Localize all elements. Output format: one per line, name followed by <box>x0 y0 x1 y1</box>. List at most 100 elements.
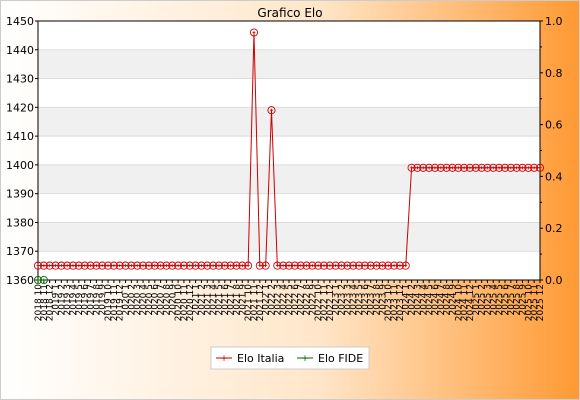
data-point-cross <box>176 264 180 268</box>
legend-marker-elo-fide: + <box>301 354 309 364</box>
x-tick-label: 2021 1 <box>192 284 202 316</box>
x-tick-label: 2021 6 <box>221 284 231 316</box>
x-tick-label: 2022 10 <box>314 284 324 321</box>
data-point-cross <box>234 264 238 268</box>
data-point <box>255 261 264 270</box>
data-point-cross <box>170 264 174 268</box>
y-tick-label: 1420 <box>6 101 34 114</box>
data-point-cross <box>141 264 145 268</box>
data-point <box>39 275 48 285</box>
data-point <box>109 261 118 270</box>
data-point-cross <box>538 166 542 170</box>
x-tick-label: 2020 1 <box>122 284 132 316</box>
data-point <box>366 261 375 270</box>
data-point-cross <box>386 264 390 268</box>
data-point <box>337 261 346 270</box>
data-point-cross <box>299 264 303 268</box>
data-point <box>150 261 159 270</box>
data-point <box>419 163 428 172</box>
data-point <box>471 163 480 172</box>
data-point <box>51 261 60 270</box>
x-tick-label: 2020 10 <box>174 284 184 321</box>
data-point-cross <box>205 264 209 268</box>
data-point <box>174 261 183 270</box>
x-tick-label: 2023 6 <box>361 284 371 316</box>
x-tick-label: 2021 2 <box>197 284 207 316</box>
data-point <box>33 261 43 270</box>
x-tick-label: 2024 6 <box>431 284 441 316</box>
data-point <box>454 163 463 172</box>
y2-tick-label: 0.8 <box>545 67 563 80</box>
data-point <box>63 261 72 270</box>
x-tick-label: 2021 11 <box>250 284 260 321</box>
plot-bands <box>38 21 540 280</box>
data-point-cross <box>392 264 396 268</box>
y-tick-label: 1440 <box>6 44 34 57</box>
data-point <box>80 261 89 270</box>
legend-label-elo-italia: Elo Italia <box>237 352 284 365</box>
data-point-cross <box>380 264 384 268</box>
data-point <box>407 163 416 172</box>
data-point-cross <box>42 278 46 282</box>
y-tick-label: 1430 <box>6 73 34 86</box>
y-axis-left: 1360 1370 1380 1390 1400 1410 1420 1430 1440 1450 <box>6 15 38 287</box>
data-point <box>232 261 241 270</box>
x-tick-label: 2022 9 <box>308 284 318 316</box>
x-tick-label: 2025 3 <box>483 284 493 316</box>
x-tick-label: 2021 3 <box>203 284 213 316</box>
series-elo-italia <box>33 28 545 270</box>
data-point-cross <box>322 264 326 268</box>
x-tick-label: 2021 12 <box>256 284 266 321</box>
data-point-cross <box>509 166 513 170</box>
x-tick-label: 2020 7 <box>157 284 167 316</box>
x-tick-label: 2023 10 <box>384 284 394 321</box>
data-point-cross <box>83 264 87 268</box>
data-point <box>442 163 451 172</box>
data-point <box>372 261 381 270</box>
data-point <box>209 261 218 270</box>
legend: + Elo Italia + Elo FIDE <box>210 346 370 370</box>
data-point <box>39 261 48 270</box>
data-point-cross <box>345 264 349 268</box>
y2-tick-label: 0.4 <box>545 170 563 183</box>
x-tick-label: 2023 9 <box>378 284 388 316</box>
data-point <box>360 261 369 270</box>
data-point-cross <box>106 264 110 268</box>
x-tick-label: 2023 2 <box>338 284 348 316</box>
x-tick-label: 2022 6 <box>291 284 301 316</box>
data-point-cross <box>54 264 58 268</box>
data-point-cross <box>275 264 279 268</box>
data-point <box>395 261 404 270</box>
x-tick-label: 2020 4 <box>139 284 149 316</box>
data-point-cross <box>100 264 104 268</box>
data-point <box>139 261 148 270</box>
x-tick-label: 2019 9 <box>98 284 108 316</box>
y2-tick-label: 0.2 <box>545 222 563 235</box>
x-tick-label: 2023 1 <box>332 284 342 316</box>
data-point-cross <box>468 166 472 170</box>
data-point <box>401 261 410 270</box>
x-tick-label: 2020 11 <box>180 284 190 321</box>
legend-label-elo-fide: Elo FIDE <box>318 352 363 365</box>
x-tick-label: 2023 11 <box>390 284 400 321</box>
legend-marker-elo-italia: + <box>220 354 228 364</box>
y-tick-label: 1450 <box>6 15 34 28</box>
x-tick-label: 2023 5 <box>355 284 365 316</box>
data-point-cross <box>77 264 81 268</box>
data-point-cross <box>194 264 198 268</box>
data-point <box>244 261 253 270</box>
x-tick-label: 2020 6 <box>151 284 161 316</box>
data-point-cross <box>281 264 285 268</box>
plot-band <box>38 136 540 165</box>
data-point <box>144 261 153 270</box>
plot-band <box>38 107 540 137</box>
x-tick-label: 2024 1 <box>402 284 412 316</box>
data-point <box>430 163 439 172</box>
y-tick-label: 1360 <box>6 274 34 287</box>
data-point-cross <box>450 166 454 170</box>
x-tick-label: 2023 3 <box>343 284 353 316</box>
data-point-cross <box>89 264 93 268</box>
data-point <box>86 261 95 270</box>
data-point <box>465 163 475 172</box>
